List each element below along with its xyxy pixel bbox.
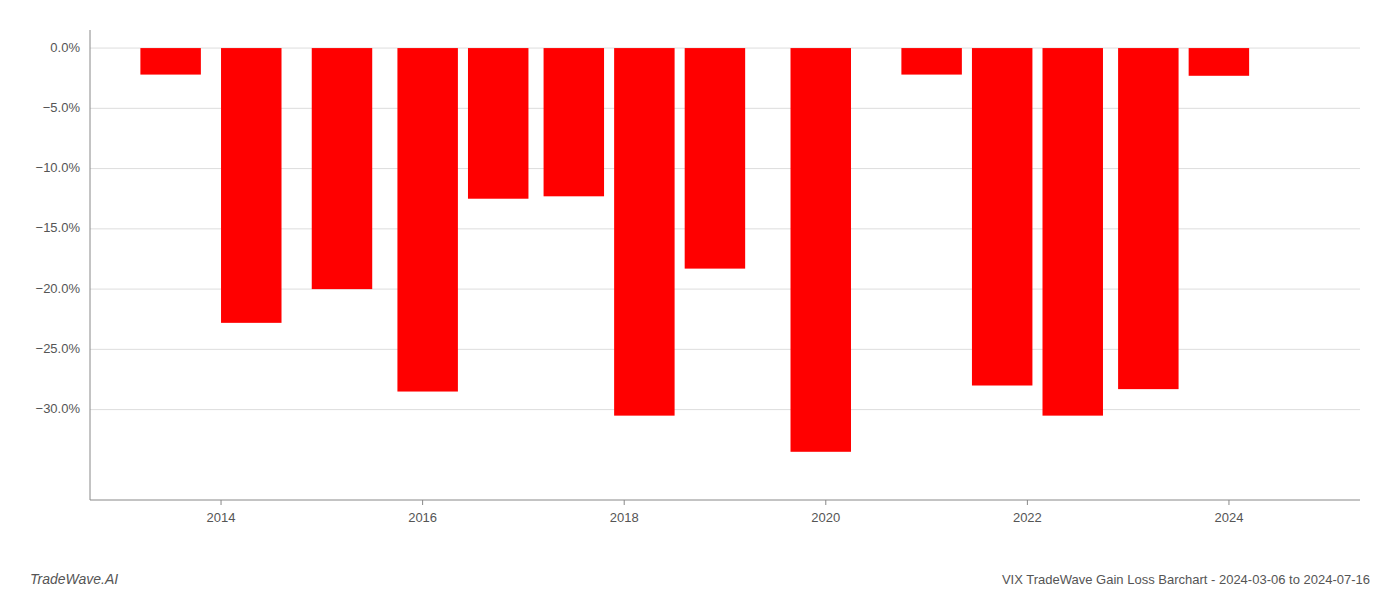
chart: 0.0% −5.0% −10.0% −15.0% −20.0% −25.0% −30.0% 2…	[0, 0, 1400, 600]
footer: TradeWave.AI	[30, 571, 118, 587]
bar	[901, 48, 961, 75]
bar	[221, 48, 281, 323]
x-tick	[1027, 500, 1028, 505]
x-tick	[1228, 500, 1229, 505]
bar	[614, 48, 674, 416]
bar	[1043, 48, 1103, 416]
x-tick-label: 2022	[1013, 510, 1042, 525]
y-tick-label: −30.0%	[36, 401, 81, 416]
bar	[972, 48, 1032, 385]
x-tick-label: 2014	[207, 510, 236, 525]
grid	[90, 48, 1360, 410]
y-tick-label: −15.0%	[36, 220, 81, 235]
title: VIX TradeWave Gain Loss Barchart - 2024-…	[1002, 572, 1370, 587]
bar	[312, 48, 372, 289]
bar	[1118, 48, 1178, 389]
x-tick	[825, 500, 826, 505]
x-tick-label: 2020	[811, 510, 840, 525]
x-tick-label: 2018	[610, 510, 639, 525]
y-tick-label: −5.0%	[43, 100, 81, 115]
y-tick-label: 0.0%	[50, 40, 80, 55]
bars	[140, 48, 1249, 452]
x-tick	[221, 500, 222, 505]
y-tick-label: −10.0%	[36, 160, 81, 175]
bar	[544, 48, 604, 196]
bar	[791, 48, 851, 452]
x-tick-label: 2016	[408, 510, 437, 525]
bar	[685, 48, 745, 269]
bar	[468, 48, 528, 199]
x-tick	[422, 500, 423, 505]
x-tick-label: 2024	[1215, 510, 1244, 525]
bar	[140, 48, 200, 75]
bar	[1189, 48, 1249, 76]
bar	[397, 48, 457, 391]
y-tick-label: −20.0%	[36, 281, 81, 296]
y-tick-label: −25.0%	[36, 341, 81, 356]
x-tick	[624, 500, 625, 505]
x-axis-line	[90, 500, 1360, 501]
y-axis-line	[90, 30, 91, 500]
grid-line	[90, 409, 1360, 410]
